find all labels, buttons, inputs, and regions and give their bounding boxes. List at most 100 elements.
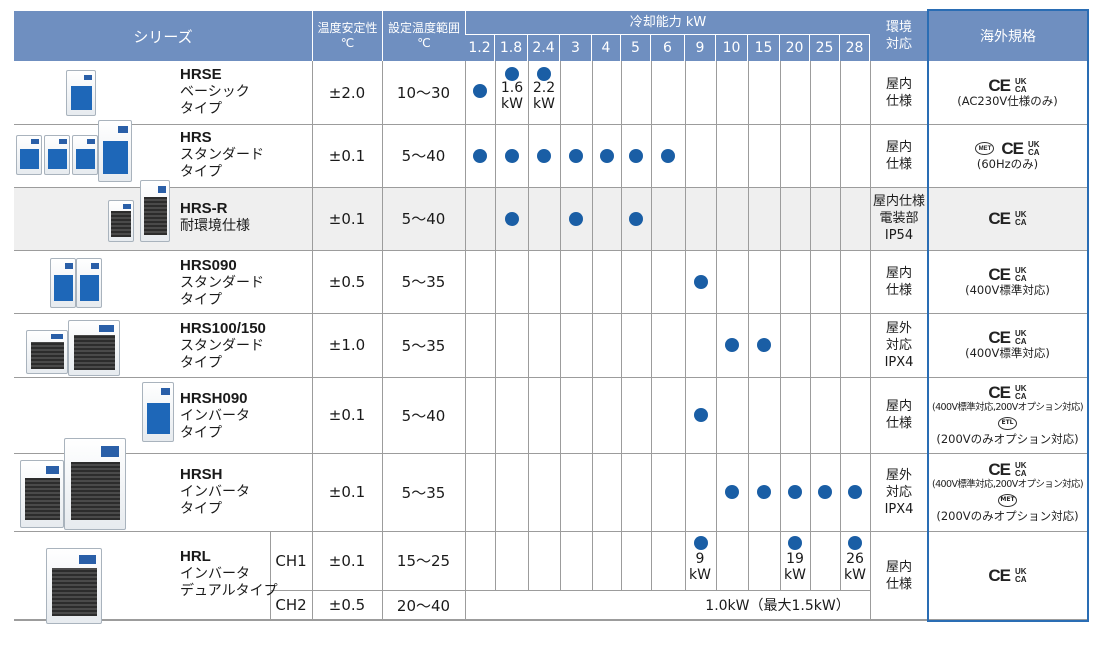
ukca-mark-icon: UK CA [1015, 566, 1027, 584]
column-divider [465, 61, 466, 620]
standards-hrs090: CE UK CA (400V標準対応) [929, 250, 1086, 313]
environment-hrl: 屋内 仕様 [885, 559, 912, 592]
capacity-header-2-4: 2.4 [528, 35, 560, 61]
header-stability: 温度安定性 ℃ [312, 11, 382, 61]
ce-mark-icon: CE [988, 75, 1011, 95]
capacity-column-divider [716, 61, 717, 590]
capacity-column-divider [621, 61, 622, 590]
stability-hrs-r: ±0.1 [328, 209, 366, 228]
standards-hrs-r: CE UK CA [929, 187, 1086, 250]
series-type: 耐環境仕様 [180, 218, 250, 234]
stability-hrse: ±2.0 [328, 83, 366, 102]
dot-label-hrl-9: 9 kW [689, 551, 711, 583]
cert-marks: CE UK CA [988, 565, 1027, 585]
header-series: シリーズ [14, 11, 312, 61]
series-code: HRS100/150 [180, 320, 266, 337]
stability-hrs: ±0.1 [328, 146, 366, 165]
product-image-hrsh090 [142, 382, 174, 442]
capacity-dot-hrsh-15 [757, 485, 771, 499]
capacity-header-1-2: 1.2 [465, 35, 495, 61]
capacity-dot-hrl-28 [848, 536, 862, 550]
column-divider [870, 61, 871, 620]
header-temp-range: 設定温度範囲 ℃ [382, 11, 465, 61]
ukca-mark-icon: UK CA [1015, 265, 1027, 283]
series-type: インバータ デュアルタイプ [180, 566, 278, 599]
row-divider-hrl-ch [270, 590, 870, 591]
standards-note: (AC230V仕様のみ) [957, 93, 1058, 108]
product-image-hrs-r-2 [140, 180, 170, 242]
capacity-dot-hrs090-9 [693, 274, 708, 289]
series-name-hrl: HRL インバータ デュアルタイプ [180, 548, 290, 600]
temp-range-hrs: 5～40 [401, 147, 446, 165]
capacity-header-3: 3 [560, 35, 592, 61]
capacity-header-28: 28 [840, 35, 870, 61]
capacity-dot-hrse-1-8 [504, 67, 519, 81]
capacity-column-divider [592, 61, 593, 590]
series-code: HRS [180, 129, 212, 146]
temp-range-hrs100-150: 5～35 [401, 336, 446, 355]
cert-marks: CE UK CA [988, 383, 1027, 401]
series-type: インバータ タイプ [180, 484, 250, 517]
temp-range-hrl-ch1: 15～25 [396, 552, 451, 570]
standards-hrs: MET CE UK CA (60Hzのみ) [929, 124, 1086, 187]
series-type: ベーシック タイプ [180, 84, 250, 117]
met-mark-icon: MET [998, 493, 1017, 507]
cert-marks: CE UK CA [988, 329, 1026, 346]
series-type: スタンダード タイプ [180, 147, 264, 180]
dot-label-hrl-20: 19 kW [784, 551, 806, 583]
ce-mark-icon: CE [988, 565, 1011, 585]
dot-label-hrl-28: 26 kW [844, 551, 866, 583]
capacity-dot-hrs-4 [599, 148, 614, 163]
environment-hrsh090: 屋内 仕様 [885, 399, 912, 431]
environment-hrs-r: 屋内仕様 電装部 IP54 [872, 194, 925, 243]
ukca-mark-icon: UK CA [1015, 383, 1027, 401]
header-overseas-standards: 海外規格 [928, 11, 1088, 61]
channel-label-ch1: CH1 [275, 551, 307, 570]
product-image-hrs100-1 [26, 330, 68, 374]
capacity-dot-hrs-2-4 [537, 148, 551, 163]
capacity-dot-hrs-1-2 [473, 148, 487, 163]
product-image-hrl [46, 548, 102, 624]
capacity-column-divider [560, 61, 561, 590]
etl-mark-icon: ETL [998, 416, 1017, 430]
capacity-dot-hrsh-28 [848, 485, 862, 499]
product-image-hrs100-2 [68, 320, 120, 376]
capacity-column-divider [495, 61, 496, 590]
series-code: HRL [180, 548, 211, 565]
series-name-hrsh: HRSH インバータ タイプ [180, 466, 290, 518]
capacity-dot-hrs-r-3 [569, 211, 583, 226]
ce-mark-icon: CE [988, 208, 1011, 228]
standards-note: (200Vのみオプション対応) [936, 431, 1079, 446]
row-divider [14, 124, 1088, 125]
capacity-header-4: 4 [592, 35, 621, 61]
ukca-mark-icon: UK CA [1015, 460, 1027, 478]
header-environment: 環境 対応 [870, 11, 928, 61]
standards-hrs100-150: CE UK CA (400V標準対応) [929, 313, 1086, 377]
cert-marks: MET CE UK CA [975, 140, 1040, 157]
capacity-dot-hrsh090-9 [693, 408, 708, 422]
capacity-header-5: 5 [621, 35, 651, 61]
temp-range-hrs090: 5～35 [401, 273, 446, 291]
capacity-dot-hrs-3 [569, 148, 583, 163]
product-image-hrs-0 [16, 135, 42, 175]
bottom-border [14, 619, 1088, 620]
cert-marks: CE UK CA [988, 265, 1027, 283]
series-type: スタンダード タイプ [180, 338, 264, 371]
temp-range-hrl-ch2: 20～40 [396, 596, 451, 615]
stability-hrl-ch2: ±0.5 [328, 596, 366, 614]
stability-hrsh: ±0.1 [328, 483, 366, 501]
standards-hrl: CE UK CA [929, 531, 1086, 620]
capacity-column-divider [810, 61, 811, 590]
temp-range-hrsh090: 5～40 [401, 406, 446, 425]
capacity-dot-hrs-5 [629, 148, 643, 163]
series-name-hrs090: HRS090 スタンダード タイプ [180, 257, 290, 309]
product-image-hrs090-1 [50, 258, 76, 308]
series-name-hrsh090: HRSH090 インバータ タイプ [180, 390, 290, 442]
capacity-dot-hrs100-150-10 [725, 338, 739, 352]
standards-note: (400V標準対応) [965, 346, 1050, 360]
standards-column-highlight [927, 9, 1089, 622]
column-divider-ch [270, 531, 271, 620]
capacity-header-6: 6 [651, 35, 685, 61]
ukca-mark-icon: UK CA [1015, 209, 1027, 227]
